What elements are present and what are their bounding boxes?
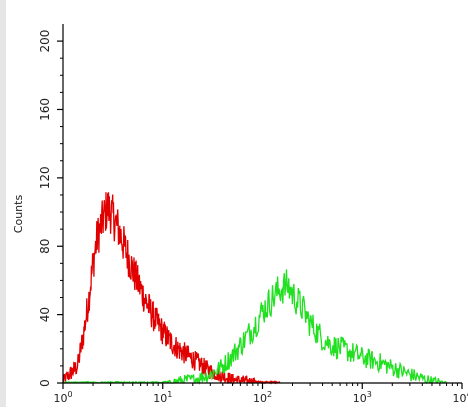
- x-ticks: 100 101 102 103 104: [53, 383, 468, 405]
- left-border-strip: [0, 0, 6, 407]
- y-tick-label: 80: [38, 239, 52, 254]
- series-line-1: [62, 192, 281, 385]
- y-ticks: 0 40 80 120 160 200: [38, 30, 63, 387]
- y-tick-label: 160: [38, 98, 52, 121]
- x-tick-label: 104: [452, 390, 468, 405]
- plot-area: [62, 192, 447, 386]
- x-tick-label: 102: [253, 390, 272, 405]
- y-tick-label: 0: [38, 379, 52, 387]
- y-tick-label: 200: [38, 30, 52, 53]
- y-axis-label: Counts: [12, 195, 25, 234]
- x-tick-label: 100: [53, 390, 72, 405]
- x-tick-label: 103: [353, 390, 372, 405]
- x-tick-label: 101: [153, 390, 172, 405]
- y-tick-label: 40: [38, 307, 52, 322]
- y-tick-label: 120: [38, 166, 52, 189]
- series-line-2: [62, 269, 447, 386]
